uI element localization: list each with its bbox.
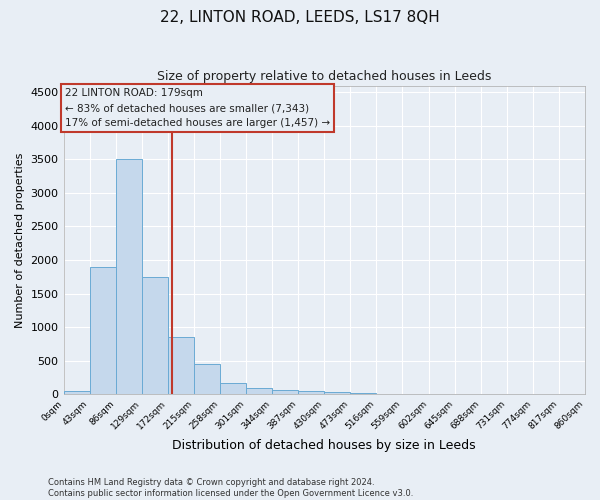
Bar [168,337,194,394]
Title: Size of property relative to detached houses in Leeds: Size of property relative to detached ho… [157,70,491,83]
Y-axis label: Number of detached properties: Number of detached properties [15,152,25,328]
Bar [64,391,89,394]
Bar [116,160,142,394]
Bar [194,364,220,394]
Bar [142,277,168,394]
Text: 22 LINTON ROAD: 179sqm
← 83% of detached houses are smaller (7,343)
17% of semi-: 22 LINTON ROAD: 179sqm ← 83% of detached… [65,88,330,128]
Bar [89,266,116,394]
Bar [220,384,246,394]
Bar [272,390,298,394]
Bar [298,391,324,394]
Bar [246,388,272,394]
X-axis label: Distribution of detached houses by size in Leeds: Distribution of detached houses by size … [172,440,476,452]
Bar [324,392,350,394]
Text: 22, LINTON ROAD, LEEDS, LS17 8QH: 22, LINTON ROAD, LEEDS, LS17 8QH [160,10,440,25]
Text: Contains HM Land Registry data © Crown copyright and database right 2024.
Contai: Contains HM Land Registry data © Crown c… [48,478,413,498]
Bar [350,393,376,394]
